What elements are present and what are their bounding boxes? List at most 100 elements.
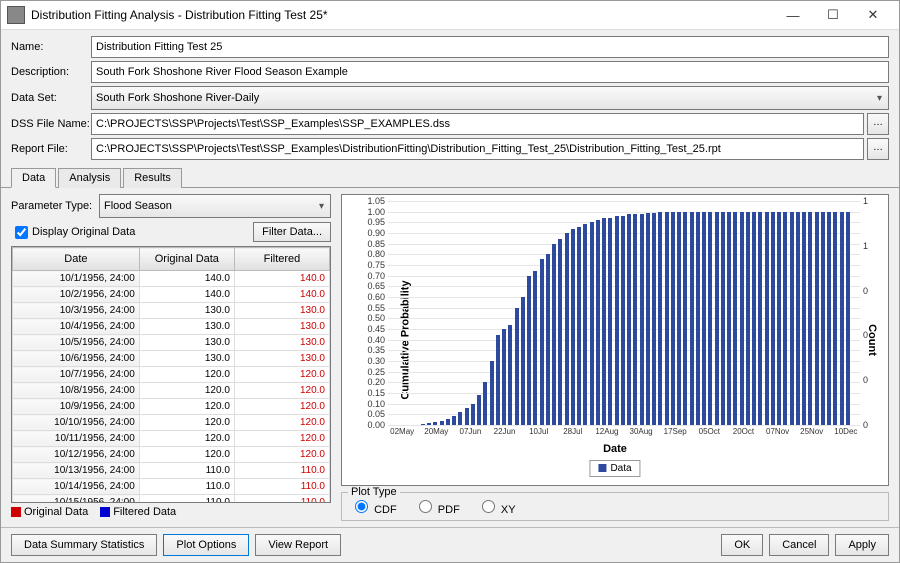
cell-filtered: 120.0	[234, 431, 329, 447]
param-type-select[interactable]: Flood Season	[99, 194, 331, 218]
chart-bar	[727, 212, 731, 425]
cell-date: 10/15/1956, 24:00	[13, 495, 140, 503]
cell-filtered: 130.0	[234, 335, 329, 351]
chart-bar	[602, 218, 606, 425]
chart-bar	[427, 423, 431, 425]
cell-date: 10/6/1956, 24:00	[13, 351, 140, 367]
table-row[interactable]: 10/8/1956, 24:00120.0120.0	[13, 383, 330, 399]
cell-original: 120.0	[139, 399, 234, 415]
chart-bar	[821, 212, 825, 425]
chart-bar	[515, 308, 519, 425]
table-row[interactable]: 10/2/1956, 24:00140.0140.0	[13, 287, 330, 303]
chart-bar	[815, 212, 819, 425]
y-tick-label: 0.50	[367, 313, 385, 323]
maximize-button[interactable]: ☐	[813, 3, 853, 27]
y-tick-label: 0.90	[367, 228, 385, 238]
cell-filtered: 130.0	[234, 319, 329, 335]
table-row[interactable]: 10/15/1956, 24:00110.0110.0	[13, 495, 330, 503]
cell-filtered: 130.0	[234, 303, 329, 319]
y-tick-label: 0.45	[367, 324, 385, 334]
x-tick-label: 10Dec	[834, 427, 857, 436]
y-tick-label: 0.95	[367, 217, 385, 227]
name-label: Name:	[11, 41, 91, 53]
cell-original: 110.0	[139, 463, 234, 479]
ok-button[interactable]: OK	[721, 534, 763, 556]
report-field[interactable]	[91, 138, 864, 160]
view-report-button[interactable]: View Report	[255, 534, 341, 556]
table-row[interactable]: 10/3/1956, 24:00130.0130.0	[13, 303, 330, 319]
dataset-label: Data Set:	[11, 92, 91, 104]
close-button[interactable]: ✕	[853, 3, 893, 27]
plot-type-group: Plot Type CDF PDF XY	[341, 492, 889, 521]
report-browse-button[interactable]: …	[867, 138, 889, 160]
plot-type-xy[interactable]: XY	[477, 504, 516, 516]
table-row[interactable]: 10/7/1956, 24:00120.0120.0	[13, 367, 330, 383]
dss-browse-button[interactable]: …	[867, 113, 889, 135]
filter-data-button[interactable]: Filter Data...	[253, 222, 331, 242]
description-field[interactable]	[91, 61, 889, 83]
cell-filtered: 110.0	[234, 463, 329, 479]
data-grid-scroll[interactable]: Date Original Data Filtered 10/1/1956, 2…	[12, 247, 330, 502]
dss-field[interactable]	[91, 113, 864, 135]
data-summary-button[interactable]: Data Summary Statistics	[11, 534, 157, 556]
y-tick-label: 0.10	[367, 399, 385, 409]
table-row[interactable]: 10/6/1956, 24:00130.0130.0	[13, 351, 330, 367]
chart-bar	[571, 229, 575, 425]
chart-bar	[540, 259, 544, 425]
report-label: Report File:	[11, 143, 91, 155]
table-row[interactable]: 10/10/1956, 24:00120.0120.0	[13, 415, 330, 431]
chart-bar	[590, 222, 594, 425]
table-row[interactable]: 10/12/1956, 24:00120.0120.0	[13, 447, 330, 463]
plot-type-xy-radio[interactable]	[482, 500, 495, 513]
table-row[interactable]: 10/5/1956, 24:00130.0130.0	[13, 335, 330, 351]
y2-tick-label: 1	[863, 241, 868, 251]
col-date[interactable]: Date	[13, 248, 140, 271]
chart-bar	[746, 212, 750, 425]
plot-type-pdf-radio[interactable]	[419, 500, 432, 513]
chart-bar	[652, 213, 656, 425]
table-row[interactable]: 10/11/1956, 24:00120.0120.0	[13, 431, 330, 447]
cell-date: 10/9/1956, 24:00	[13, 399, 140, 415]
plot-type-cdf[interactable]: CDF	[350, 504, 397, 516]
plot-type-cdf-radio[interactable]	[355, 500, 368, 513]
col-filtered[interactable]: Filtered	[234, 248, 329, 271]
x-tick-label: 17Sep	[664, 427, 687, 436]
chart-bar	[640, 214, 644, 425]
tab-analysis[interactable]: Analysis	[58, 168, 121, 188]
x-tick-label: 07Jun	[460, 427, 482, 436]
plot-type-pdf[interactable]: PDF	[414, 504, 460, 516]
y-tick-label: 0.70	[367, 271, 385, 281]
chart-bar	[527, 276, 531, 425]
window-title: Distribution Fitting Analysis - Distribu…	[31, 8, 773, 22]
table-row[interactable]: 10/9/1956, 24:00120.0120.0	[13, 399, 330, 415]
chart-bar	[677, 212, 681, 425]
chart-bar	[552, 244, 556, 425]
minimize-button[interactable]: —	[773, 3, 813, 27]
chart-bar	[608, 218, 612, 425]
cell-original: 110.0	[139, 479, 234, 495]
col-original[interactable]: Original Data	[139, 248, 234, 271]
cdf-chart[interactable]: Cumulative Probability Count 0.000.050.1…	[341, 194, 889, 486]
cancel-button[interactable]: Cancel	[769, 534, 829, 556]
dataset-select[interactable]: South Fork Shoshone River-Daily	[91, 86, 889, 110]
form-area: Name: Description: Data Set: South Fork …	[1, 30, 899, 165]
table-row[interactable]: 10/4/1956, 24:00130.0130.0	[13, 319, 330, 335]
table-row[interactable]: 10/13/1956, 24:00110.0110.0	[13, 463, 330, 479]
legend-original-label: Original Data	[24, 506, 88, 518]
tab-results[interactable]: Results	[123, 168, 182, 188]
apply-button[interactable]: Apply	[835, 534, 889, 556]
x-tick-label: 12Aug	[595, 427, 618, 436]
chart-bar	[646, 213, 650, 425]
legend-swatch-filtered	[100, 507, 110, 517]
table-row[interactable]: 10/1/1956, 24:00140.0140.0	[13, 271, 330, 287]
chart-bar	[733, 212, 737, 425]
tab-data[interactable]: Data	[11, 168, 56, 188]
table-row[interactable]: 10/14/1956, 24:00110.0110.0	[13, 479, 330, 495]
name-field[interactable]	[91, 36, 889, 58]
legend-filtered-label: Filtered Data	[113, 506, 176, 518]
plot-options-button[interactable]: Plot Options	[163, 534, 249, 556]
cell-original: 120.0	[139, 415, 234, 431]
display-original-checkbox[interactable]	[15, 226, 28, 239]
y2-tick-label: 0	[863, 330, 868, 340]
cell-date: 10/2/1956, 24:00	[13, 287, 140, 303]
